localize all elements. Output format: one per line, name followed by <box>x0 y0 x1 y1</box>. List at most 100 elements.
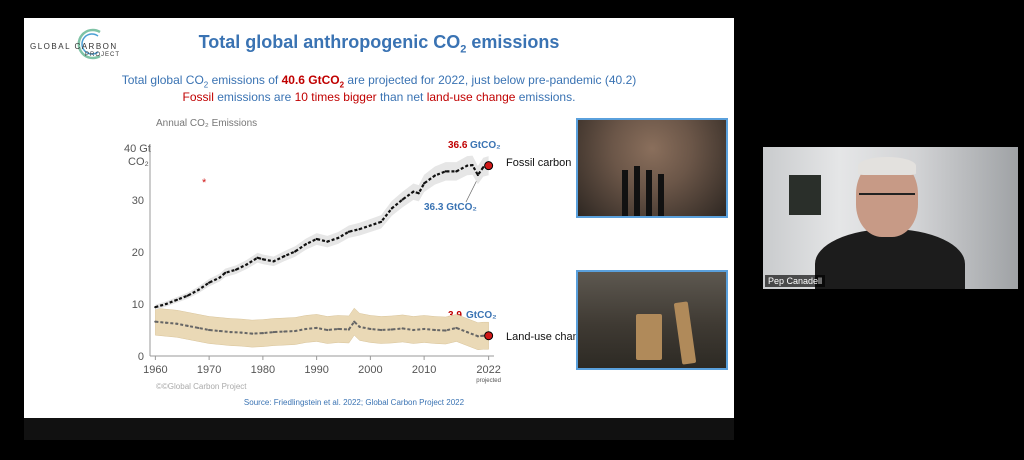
land-use-data-point <box>337 327 340 331</box>
y-tick-label: 0 <box>138 351 144 363</box>
participant-body <box>815 229 965 289</box>
land-use-data-point <box>347 328 350 331</box>
y-axis-top-label: 40 Gt <box>124 143 151 155</box>
fossil-data-point <box>261 258 264 261</box>
fossil-data-point <box>482 166 485 169</box>
fossil-data-point <box>358 228 361 231</box>
land-use-data-point <box>197 326 200 330</box>
land-use-data-point <box>353 320 356 323</box>
fossil-data-point <box>380 220 383 223</box>
land-use-data-point <box>208 328 211 332</box>
land-use-data-point <box>476 335 479 338</box>
x-tick-label: 1990 <box>304 364 328 376</box>
y-tick-label: 20 <box>132 247 144 259</box>
screen-share-bottom-bar <box>24 418 734 440</box>
fossil-data-point <box>234 268 238 271</box>
deforestation-photo <box>576 270 728 370</box>
summary-line-2: Fossil emissions are 10 times bigger tha… <box>182 90 576 104</box>
fossil-data-point <box>224 271 227 274</box>
fossil-data-point <box>390 207 393 210</box>
smokestack-shape <box>646 170 652 216</box>
land-use-series-label: Land-use change <box>506 331 591 343</box>
smokestack-shape <box>622 170 628 216</box>
fossil-data-point <box>283 255 286 258</box>
land-use-data-point <box>380 328 383 332</box>
land-use-data-point <box>369 327 372 331</box>
land-use-data-point <box>423 327 426 331</box>
land-use-data-point <box>294 329 297 333</box>
glasses-icon <box>859 193 915 209</box>
smokestack-shape <box>634 166 640 216</box>
land-use-data-point <box>251 332 254 335</box>
fossil-data-point <box>154 306 157 309</box>
y-tick-label: 30 <box>132 195 144 207</box>
fossil-data-point <box>337 236 340 240</box>
source-citation: Source: Friedlingstein et al. 2022; Glob… <box>243 398 465 407</box>
fossil-2021-label: 36.3 GtCO₂ <box>424 202 477 213</box>
x-tick-label: 2000 <box>358 364 382 376</box>
land-use-data-point <box>240 331 243 334</box>
fossil-unit-label: GtCO₂ <box>470 140 501 151</box>
land-use-data-point <box>455 326 458 330</box>
fossil-2022-marker <box>484 161 494 171</box>
emissions-chart: Annual CO₂ Emissions 40 GtCO₂ 0 10 20 30 1960 1… <box>124 118 591 391</box>
land-use-data-point <box>412 328 415 332</box>
logo-arc-icon <box>77 28 101 60</box>
x-tick-label: 2010 <box>412 364 436 376</box>
shared-screen: GLOBAL CARBON PROJECT Total global anthr… <box>24 18 734 418</box>
fossil-data-point <box>304 243 307 246</box>
logo-text-bottom: PROJECT <box>85 52 121 58</box>
land-use-data-point <box>482 334 485 337</box>
fossil-data-point <box>294 250 297 253</box>
fossil-data-point <box>256 256 259 259</box>
land-use-unit-label: GtCO₂ <box>466 310 497 321</box>
land-use-data-point <box>283 330 286 333</box>
land-use-data-point <box>229 330 232 334</box>
fallen-log-shape <box>673 301 697 365</box>
land-use-data-point <box>390 328 393 331</box>
land-use-data-point <box>165 321 168 324</box>
fossil-data-point <box>412 190 415 193</box>
land-use-data-point <box>154 320 157 323</box>
fossil-data-point <box>315 237 318 241</box>
x-tick-note: projected <box>476 378 501 384</box>
land-use-data-point <box>175 322 178 325</box>
chart-watermark: ©©Global Carbon Project <box>156 382 247 391</box>
land-use-2022-marker <box>484 331 494 341</box>
x-tick-label: 1980 <box>251 364 275 376</box>
fossil-uncertainty-band <box>155 155 489 310</box>
land-use-data-point <box>261 332 264 335</box>
fossil-data-point <box>175 298 178 301</box>
fossil-data-point <box>476 173 479 177</box>
x-tick-label: 1960 <box>143 364 167 376</box>
fossil-data-point <box>272 260 275 263</box>
land-use-data-point <box>272 330 275 334</box>
land-use-data-point <box>358 325 361 328</box>
fossil-value-label: 36.6 <box>448 140 468 151</box>
fossil-data-point <box>186 294 189 297</box>
participant-video-tile[interactable]: Pep Canadell <box>763 147 1018 289</box>
global-carbon-project-logo: GLOBAL CARBON PROJECT <box>30 28 140 72</box>
land-use-data-point <box>218 329 221 333</box>
x-tick-label: 2022 <box>476 364 500 376</box>
tree-stump-shape <box>636 314 662 360</box>
fossil-data-point <box>197 288 200 292</box>
land-use-data-point <box>326 328 329 332</box>
land-use-data-point <box>304 327 307 331</box>
fossil-data-point <box>444 170 447 173</box>
fossil-data-point <box>401 198 404 201</box>
fossil-data-point <box>218 276 221 279</box>
fossil-data-point <box>417 192 420 195</box>
asterisk-marker: * <box>202 177 207 189</box>
chart-title: Annual CO₂ Emissions <box>156 118 257 129</box>
smokestack-shape <box>658 174 664 216</box>
fossil-data-point <box>471 164 474 167</box>
land-use-data-point <box>466 330 469 334</box>
participant-name-label: Pep Canadell <box>765 275 826 287</box>
fossil-data-point <box>466 164 469 167</box>
fossil-series-label: Fossil carbon <box>506 157 571 169</box>
fossil-data-point <box>208 281 211 284</box>
fossil-data-point <box>369 224 372 227</box>
fossil-data-point <box>423 182 426 185</box>
wall-poster <box>789 175 821 215</box>
